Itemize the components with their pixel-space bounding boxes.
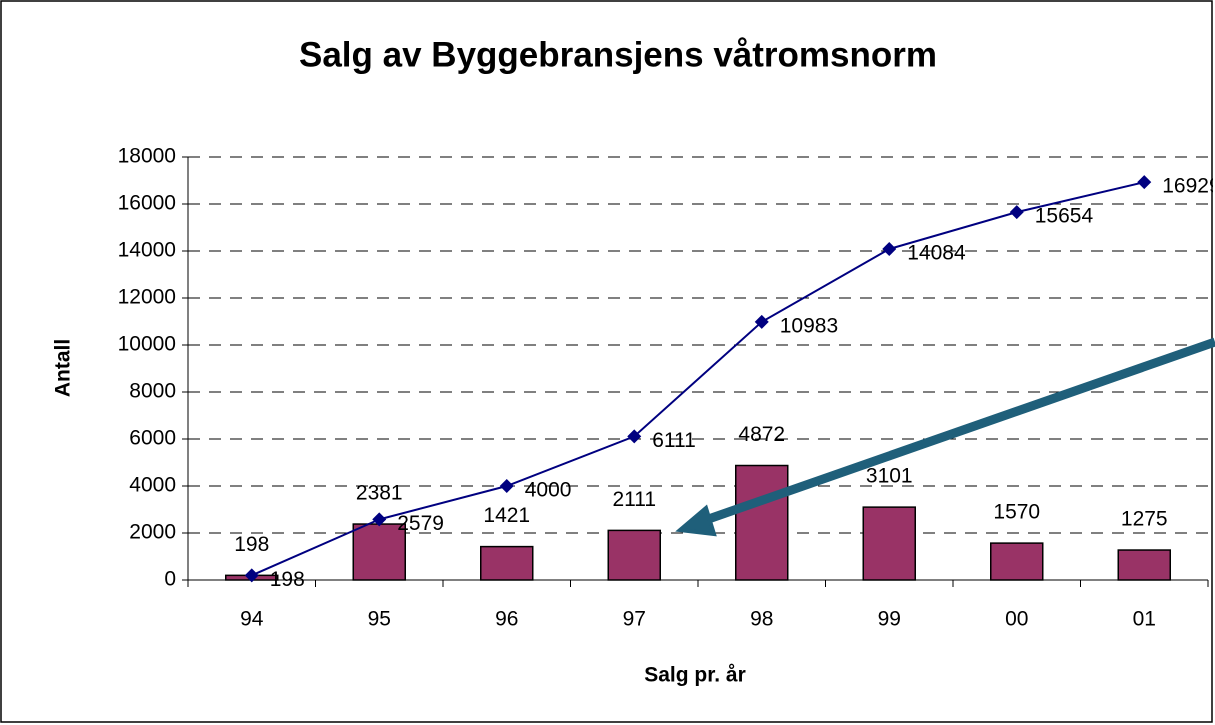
x-axis-title: Salg pr. år: [644, 664, 746, 687]
data-label: 6111: [652, 429, 696, 452]
data-label: 16929: [1162, 175, 1215, 198]
bar: [990, 542, 1044, 581]
data-label: 4872: [738, 423, 785, 446]
line-marker: [1009, 205, 1024, 220]
data-label: 4000: [525, 479, 572, 502]
line-marker: [1137, 175, 1152, 190]
bar: [480, 545, 534, 581]
bar: [862, 506, 916, 581]
bar: [1117, 549, 1171, 581]
x-tick-label: 99: [878, 608, 901, 631]
arrow: [675, 337, 1215, 537]
data-label: 2111: [612, 488, 656, 511]
data-label: 1421: [483, 504, 530, 527]
bar: [352, 523, 406, 581]
x-tick-label: 01: [1133, 608, 1156, 631]
plot-area: 0 2000 4000 6000 8000 10000 12000 14000 16000 180…: [118, 145, 1215, 631]
y-tick-label: 2000: [129, 521, 176, 544]
chart-title: Salg av Byggebransjens våtromsnorm: [299, 35, 937, 74]
data-label: 198: [234, 533, 269, 556]
bar: [735, 464, 789, 581]
data-label: 15654: [1035, 205, 1094, 228]
line-marker: [627, 429, 642, 444]
data-label: 2579: [397, 512, 444, 535]
line-marker: [499, 479, 514, 493]
x-tick-label: 00: [1005, 608, 1028, 631]
bar: [607, 529, 661, 581]
y-tick-label: 6000: [129, 427, 176, 450]
y-tick-label: 10000: [118, 333, 176, 356]
x-tick-label: 97: [623, 608, 646, 631]
y-axis-title: Antall: [52, 339, 75, 397]
data-label: 10983: [780, 314, 838, 337]
y-tick-label: 4000: [129, 474, 176, 497]
data-label: 1275: [1121, 508, 1168, 531]
line-marker: [882, 242, 897, 257]
x-tick-label: 95: [368, 608, 391, 631]
y-tick-label: 16000: [118, 192, 176, 215]
x-tick-label: 98: [750, 608, 773, 631]
data-label: 2381: [356, 482, 403, 505]
data-label: 14084: [907, 242, 966, 265]
y-tick-label: 0: [164, 568, 176, 591]
line: [251, 181, 1145, 577]
y-tick-label: 18000: [118, 145, 176, 168]
data-label: 198: [270, 568, 305, 591]
data-label: 1570: [993, 501, 1040, 524]
line-marker: [754, 314, 769, 329]
line-marker: [244, 568, 259, 583]
line-marker: [372, 512, 387, 527]
y-tick-label: 12000: [118, 286, 176, 309]
data-label: 3101: [866, 465, 913, 488]
y-tick-label: 14000: [118, 239, 176, 262]
x-tick-label: 96: [495, 608, 518, 631]
y-tick-label: 8000: [129, 380, 176, 403]
x-tick-label: 94: [240, 608, 264, 631]
